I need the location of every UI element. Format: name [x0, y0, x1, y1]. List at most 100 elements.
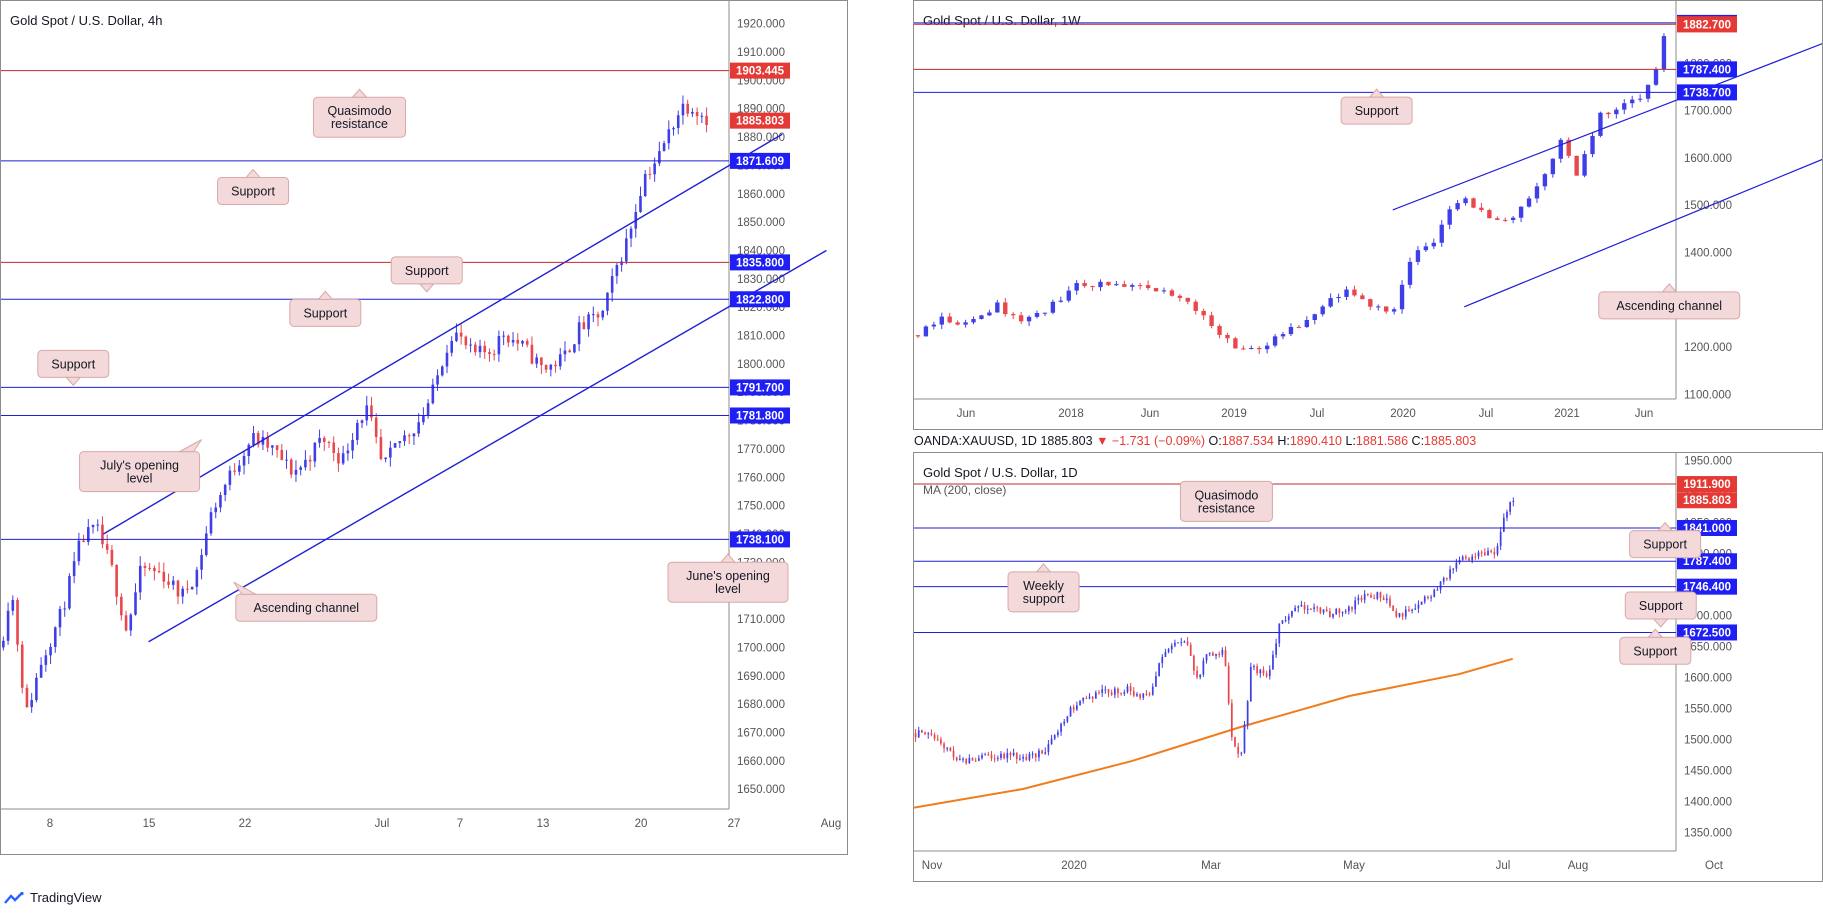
callout-pointer [719, 553, 737, 563]
h4-candle-body [667, 129, 671, 144]
tradingview-brand[interactable]: TradingView [4, 890, 102, 905]
h4-candle-body [389, 447, 392, 458]
w1-candle-body [1368, 299, 1373, 307]
h4-level-tag-label: 1781.800 [736, 410, 784, 422]
h4-chart-panel[interactable]: Gold Spot / U.S. Dollar, 4h 1920.000 1910… [0, 0, 848, 855]
h4-candle-body [507, 335, 510, 343]
d1-candle-body [1113, 688, 1116, 695]
d1-y-tick-label: 1350.000 [1684, 827, 1732, 839]
d1-chart-svg[interactable]: 1950.0001900.0001850.0001800.0001750.000… [914, 453, 1822, 881]
d1-candle-body [1072, 707, 1075, 710]
h4-candle-body [219, 495, 222, 508]
w1-x-tick-label: 2019 [1221, 408, 1247, 420]
h4-level-tag [730, 531, 790, 548]
d1-candle-body [955, 757, 958, 761]
d1-candle-body [1322, 609, 1325, 613]
d1-candle-body [1000, 753, 1002, 758]
h4-candle-body [214, 507, 218, 513]
d1-candle-body [1310, 608, 1312, 610]
h4-level-tag-label: 1903.445 [736, 66, 785, 78]
d1-candle-body [1136, 694, 1138, 696]
w1-candle-body [979, 315, 984, 319]
w1-candle-body [1280, 334, 1286, 337]
h4-candle-body [417, 422, 420, 434]
w1-chart-svg[interactable]: 1800.0001700.0001600.0001500.0001400.000… [914, 1, 1822, 429]
w1-candle-body [1542, 174, 1548, 187]
w1-candle-body [1661, 36, 1667, 70]
h4-candle-body [346, 450, 350, 454]
d1-candle-body [1423, 596, 1426, 602]
h4-y-tick-label: 1880.000 [737, 132, 785, 144]
quote-low-label: L: [1345, 434, 1356, 448]
h4-candle-body [492, 354, 496, 356]
h4-candle-body [280, 450, 284, 461]
d1-candle-body [1199, 674, 1202, 678]
d1-candle-body [1468, 558, 1470, 561]
d1-candle-body [1177, 642, 1179, 644]
d1-candle-body [1082, 698, 1085, 701]
d1-candle-body [993, 758, 996, 760]
h4-candle-body [587, 314, 590, 330]
w1-candle-body [1622, 103, 1627, 110]
h4-candle-body [181, 588, 184, 597]
h4-x-tick-label: 20 [635, 818, 648, 830]
d1-candle-body [1249, 666, 1252, 702]
d1-candle-body [1151, 686, 1154, 695]
h4-callout: Ascending channel [233, 581, 378, 622]
w1-candle-body [1272, 336, 1278, 346]
callout-text: level [715, 582, 741, 596]
w1-x-tick-label: Jun [957, 408, 976, 420]
w1-candle-body [1526, 198, 1532, 207]
w1-x-tick-label: Jul [1310, 408, 1325, 420]
w1-candle-body [1257, 347, 1262, 350]
h4-candle-body [186, 588, 189, 590]
w1-chart-panel[interactable]: Gold Spot / U.S. Dollar, 1W 1800.0001700… [913, 0, 1823, 430]
w1-candle-body [1574, 155, 1579, 176]
callout-text: Quasimodo [328, 104, 392, 118]
h4-chart-svg[interactable]: 1920.0001910.0001900.0001890.0001880.000… [1, 1, 847, 854]
h4-candle-body [653, 163, 656, 175]
h4-candle-body [11, 599, 15, 611]
h4-candle-body [374, 417, 378, 438]
h4-y-tick-label: 1760.000 [737, 472, 785, 484]
w1-candle-body [1336, 296, 1341, 299]
d1-candle-body [1272, 654, 1274, 670]
h4-x-tick-label: 15 [143, 818, 156, 830]
d1-candle-body [1041, 750, 1043, 754]
callout-pointer [418, 283, 435, 293]
h4-candle-body [162, 571, 166, 582]
h4-candle-body [271, 445, 274, 448]
h4-level-tag [730, 152, 790, 169]
h4-candle-body [577, 322, 581, 345]
d1-candle-body [1060, 723, 1062, 732]
d1-candle-body [1477, 552, 1480, 557]
h4-candle-body [304, 459, 307, 468]
h4-candle-body [233, 470, 236, 472]
h4-y-tick-label: 1770.000 [737, 444, 785, 456]
d1-candle-body [1291, 610, 1293, 617]
h4-candle-body [686, 103, 689, 114]
w1-candle-body [1177, 295, 1183, 298]
d1-candle-body [1132, 691, 1135, 696]
callout-pointer [244, 168, 262, 178]
w1-callout: Ascending channel [1598, 283, 1741, 320]
quote-high-label: H: [1277, 434, 1290, 448]
w1-candle-body [1407, 261, 1413, 285]
d1-candle-body [1009, 753, 1012, 756]
d1-candle-body [1063, 721, 1066, 724]
h4-candle-body [695, 111, 699, 117]
d1-candle-body [1455, 562, 1458, 569]
h4-level-tag [730, 254, 790, 271]
d1-x-tick-label: 2020 [1061, 860, 1087, 872]
h4-candle-body [464, 336, 468, 346]
h4-candle-body [341, 453, 345, 464]
d1-y-tick-label: 1550.000 [1684, 703, 1732, 715]
d1-candle-body [1208, 653, 1211, 655]
d1-candle-body [1170, 645, 1173, 650]
d1-candle-body [1243, 724, 1246, 753]
quote-close: 1885.803 [1424, 434, 1477, 448]
d1-chart-panel[interactable]: Gold Spot / U.S. Dollar, 1D MA (200, clo… [913, 452, 1823, 882]
h4-candle-body [398, 441, 402, 444]
